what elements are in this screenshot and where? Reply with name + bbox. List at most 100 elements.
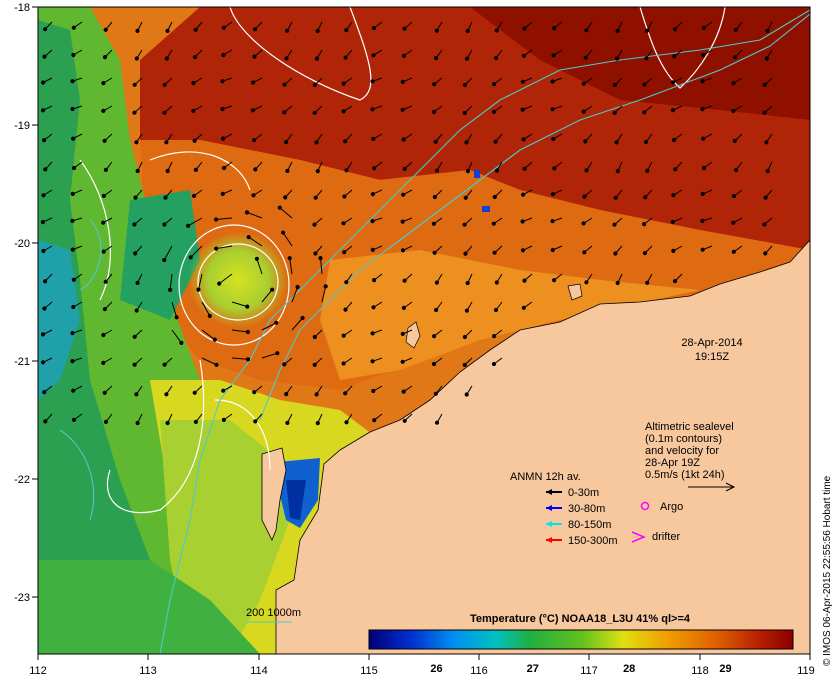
current-arrow	[256, 258, 263, 275]
current-arrow-head	[165, 420, 170, 426]
current-arrow-head	[370, 79, 375, 84]
current-arrow-head	[191, 81, 196, 86]
current-arrow-head	[520, 219, 525, 224]
current-arrow-head	[431, 221, 436, 226]
current-arrow-head	[434, 28, 439, 33]
current-arrow	[261, 352, 278, 359]
legend-label-0-30m: 0-30m	[568, 487, 599, 499]
current-arrow-head	[343, 55, 348, 60]
current-arrow-head	[71, 136, 76, 141]
current-arrow-head	[764, 140, 769, 145]
current-arrow-head	[432, 82, 437, 87]
current-arrow-head	[462, 110, 467, 116]
current-arrow-head	[701, 53, 706, 58]
current-arrow-head	[370, 192, 375, 197]
current-arrow-head	[285, 28, 290, 33]
current-arrow-head	[400, 107, 405, 112]
current-arrow-head	[318, 256, 323, 261]
current-arrow-head	[250, 108, 256, 113]
current-arrow-head	[371, 25, 377, 31]
current-arrow-head	[214, 362, 219, 367]
current-arrow-head	[40, 332, 46, 337]
current-arrow-head	[400, 79, 405, 85]
current-arrow	[216, 217, 233, 220]
legend-swatch-head	[546, 537, 552, 543]
current-arrow-head	[40, 108, 46, 113]
altimetry-line-5: 0.5m/s (1kt 24h)	[645, 469, 724, 481]
altimetry-line-4: 28-Apr 19Z	[645, 457, 700, 469]
current-arrow-head	[102, 138, 107, 143]
current-arrow	[171, 329, 182, 344]
current-arrow-head	[465, 169, 470, 174]
drifter-marker-icon	[631, 531, 646, 543]
current-arrow-head	[134, 140, 139, 145]
current-arrow-head	[245, 329, 250, 335]
current-arrow-head	[244, 210, 250, 215]
lon-tick-117: 117	[580, 665, 598, 677]
current-arrow-head	[434, 420, 440, 425]
current-arrow-head	[642, 82, 647, 87]
current-arrow-head	[40, 220, 46, 225]
current-arrow-head	[550, 247, 555, 253]
current-arrow-head	[245, 357, 251, 362]
current-arrow-head	[343, 307, 348, 312]
current-arrow-head	[43, 419, 48, 424]
drifter-label: drifter	[652, 531, 680, 543]
current-arrow-head	[550, 192, 556, 197]
current-arrow-head	[583, 55, 588, 60]
colorbar-tick-label: 27	[527, 663, 539, 675]
current-arrow-head	[521, 53, 527, 58]
legend-title: ANMN 12h av.	[510, 471, 581, 483]
current-arrow-head	[275, 351, 280, 356]
current-arrow-head	[615, 28, 620, 34]
current-arrow-head	[102, 390, 107, 395]
current-arrow-head	[43, 27, 48, 32]
current-arrow-head	[763, 195, 768, 200]
lat-tick--19: -19	[14, 120, 30, 132]
current-arrow-head	[220, 191, 225, 196]
current-arrow-head	[253, 419, 258, 424]
current-arrow-head	[43, 167, 48, 172]
current-arrow-head	[135, 28, 140, 33]
current-arrow-head	[42, 138, 47, 143]
current-arrow-head	[101, 81, 106, 86]
current-arrow-head	[762, 222, 767, 227]
current-arrow-head	[341, 109, 346, 114]
current-arrow-head	[432, 194, 437, 200]
current-arrow-head	[252, 54, 257, 59]
current-arrow-head	[520, 248, 526, 253]
current-arrow-head	[221, 25, 226, 30]
current-arrow-head	[464, 308, 469, 313]
current-arrow-head	[493, 307, 499, 313]
current-arrow-head	[42, 54, 47, 59]
current-arrow-head	[462, 362, 467, 367]
current-arrow-head	[162, 110, 167, 115]
current-arrow-head	[70, 331, 75, 336]
current-arrow-head	[341, 333, 346, 338]
current-arrow-head	[464, 392, 469, 397]
current-arrow-head	[188, 255, 193, 260]
current-arrow-head	[642, 251, 648, 256]
current-arrow-head	[613, 251, 618, 256]
current-arrow-head	[192, 55, 198, 60]
current-arrow	[231, 329, 248, 333]
altimetry-line-3: and velocity for	[645, 445, 719, 457]
current-arrow	[320, 258, 323, 275]
current-arrow-head	[186, 223, 191, 228]
current-arrow-head	[520, 107, 525, 112]
current-arrow-head	[370, 331, 375, 336]
legend-swatch-head	[546, 505, 552, 511]
current-arrow-head	[642, 222, 647, 227]
legend-label-80-150m: 80-150m	[568, 519, 611, 531]
colorbar-gradient	[368, 629, 794, 650]
current-arrow-head	[164, 56, 169, 61]
current-arrow-head	[70, 359, 75, 364]
current-arrow-head	[371, 53, 376, 58]
current-arrow	[163, 245, 173, 261]
current-arrow-head	[284, 56, 289, 61]
current-arrow-head	[135, 168, 140, 174]
current-arrow-head	[671, 248, 676, 253]
current-arrow-head	[492, 250, 497, 255]
current-arrow-head	[312, 222, 317, 227]
current-arrow-head	[221, 417, 226, 422]
